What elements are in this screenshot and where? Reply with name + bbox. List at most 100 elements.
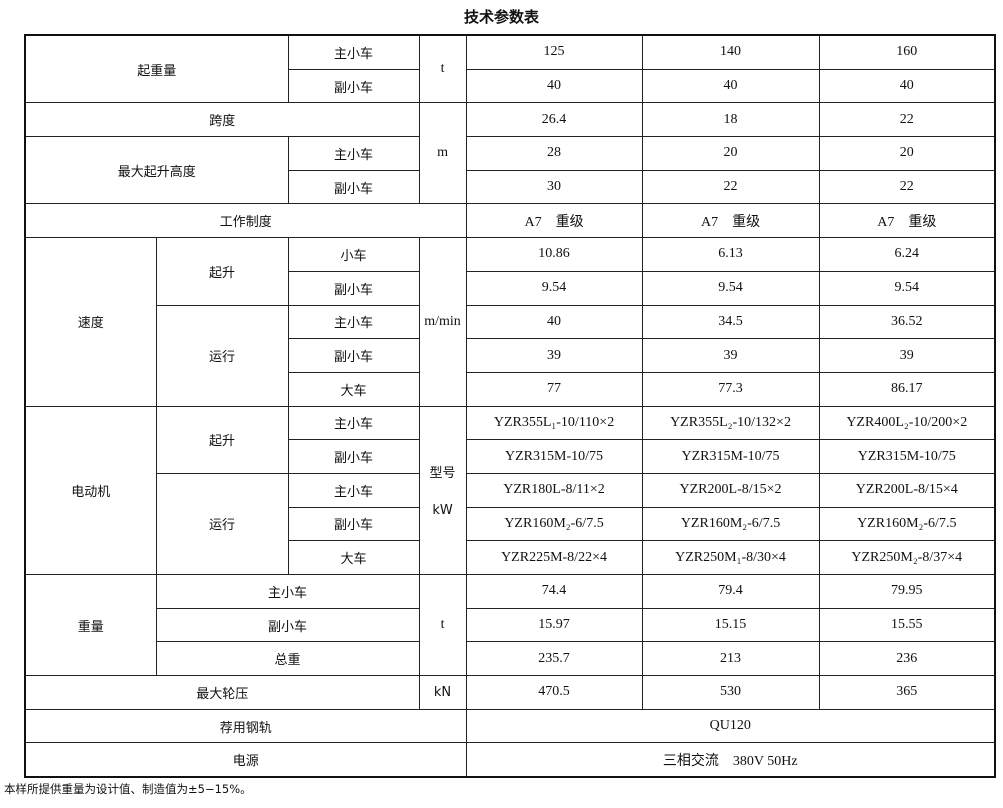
value-cell: 9.54 (641, 270, 820, 306)
value-cell: 28 (465, 136, 643, 171)
unit-cell: kN (418, 675, 467, 710)
value-cell: 15.97 (465, 607, 643, 643)
value-cell: YZR400L₂-10/200×2 (818, 405, 996, 441)
value-cell: YZR200L-8/15×4 (818, 472, 996, 508)
row-label: 工作制度 (24, 203, 467, 239)
sub-label: 总重 (155, 641, 420, 677)
table-title: 技术参数表 (463, 8, 539, 26)
value-cell: 79.95 (818, 574, 996, 609)
unit-cell: m (418, 102, 467, 205)
value-cell: 6.13 (641, 237, 820, 272)
sub-label: 主小车 (287, 34, 420, 70)
row-label: 速度 (24, 237, 157, 407)
duty-grade: 重级 (732, 214, 761, 230)
table-row: 副小车 YZR315M-10/75 YZR315M-10/75 YZR315M-… (25, 439, 996, 474)
value-cell: 39 (465, 338, 643, 373)
value-cell: 160 (818, 34, 996, 70)
sub-label: 主小车 (287, 405, 420, 441)
value-cell: 74.4 (465, 574, 643, 609)
table-row: 大车 77 77.3 86.17 (25, 371, 996, 407)
value-cell: 40 (465, 304, 643, 340)
value-cell: 36.52 (818, 304, 996, 340)
value-cell: YZR315M-10/75 (818, 439, 996, 474)
table-row: 副小车 9.54 9.54 9.54 (25, 270, 996, 306)
value-cell: YZR200L-8/15×2 (641, 472, 820, 508)
value-cell: 39 (641, 338, 820, 373)
value-cell: YZR355L₂-10/132×2 (641, 405, 820, 441)
value-cell: 30 (465, 169, 643, 205)
value-cell: YZR160M₂-6/7.5 (818, 506, 996, 542)
sub-label: 主小车 (155, 574, 420, 609)
value-cell: YZR180L-8/11×2 (465, 472, 643, 508)
group-label: 运行 (155, 472, 289, 576)
value-cell: 365 (818, 675, 996, 710)
table-row: 起重量 主小车 t 125 140 160 (24, 34, 996, 104)
unit-cell: 型号 kW (418, 405, 467, 576)
table-row: 副小车 30 22 22 (25, 169, 996, 205)
value-cell: YZR250M₁-8/30×4 (641, 540, 820, 575)
table-row: 副小车 YZR160M₂-6/7.5 YZR160M₂-6/7.5 YZR160… (25, 506, 996, 542)
value-cell: YZR225M-8/22×4 (465, 540, 643, 575)
value-cell: 22 (818, 169, 996, 205)
table-row: 总重 235.7 213 236 (25, 641, 996, 677)
value-cell: 39 (818, 338, 996, 373)
sub-label: 副小车 (287, 338, 420, 373)
duty-grade: 重级 (908, 214, 937, 230)
table-row: 最大起升高度 主小车 28 20 20 (24, 136, 996, 205)
table-row: 最大轮压 kN 470.5 530 365 (24, 675, 996, 710)
table-row: 速度 起升 小车 m/min 10.86 6.13 6.24 (24, 237, 996, 407)
value-cell: YZR160M₂-6/7.5 (641, 506, 820, 542)
value-cell: 213 (641, 641, 820, 677)
unit-model: 型号 (429, 466, 456, 482)
table-row: 副小车 15.97 15.15 15.55 (25, 607, 996, 643)
duty-class: A7 (524, 214, 542, 230)
row-label: 电动机 (24, 405, 157, 576)
unit-cell: t (418, 573, 467, 677)
value-cell: 125 (465, 34, 643, 70)
sub-label: 副小车 (287, 169, 420, 205)
value-cell: 10.86 (465, 237, 643, 272)
table-row: 运行 主小车 YZR180L-8/11×2 YZR200L-8/15×2 YZR… (25, 472, 996, 576)
table-row: 荐用钢轨 QU120 (24, 708, 996, 744)
table-row: 大车 YZR225M-8/22×4 YZR250M₁-8/30×4 YZR250… (25, 540, 996, 575)
value-cell: A7 重级 (465, 203, 643, 239)
value-cell: A7 重级 (818, 203, 996, 239)
row-label: 荐用钢轨 (24, 708, 467, 744)
value-cell: 三相交流 380V 50Hz (465, 742, 996, 778)
table-row: 工作制度 A7 重级 A7 重级 A7 重级 (24, 203, 996, 239)
unit-cell: t (418, 34, 467, 104)
row-label: 重量 (24, 573, 157, 677)
sub-label: 副小车 (287, 506, 420, 542)
sub-label: 小车 (287, 237, 420, 272)
table-row: 电动机 起升 主小车 型号 kW YZR355L₁-10/110×2 YZR35… (24, 405, 996, 576)
value-cell: 22 (641, 169, 820, 205)
duty-grade: 重级 (555, 214, 584, 230)
group-label: 运行 (155, 304, 289, 407)
sub-label: 主小车 (287, 472, 420, 508)
table-row: 跨度 m 26.4 18 22 (24, 102, 996, 205)
value-cell: YZR315M-10/75 (465, 439, 643, 474)
value-cell: YZR315M-10/75 (641, 439, 820, 474)
row-label: 最大轮压 (24, 675, 420, 710)
spec-table: 起重量 主小车 t 125 140 160 副小车 40 40 40 跨度 m … (24, 34, 997, 779)
value-cell: 34.5 (641, 304, 820, 340)
sub-label: 副小车 (287, 68, 420, 104)
value-cell: 40 (818, 68, 996, 104)
table-row: 运行 主小车 40 34.5 36.52 (25, 304, 996, 407)
value-cell: 18 (641, 102, 820, 138)
group-label: 起升 (155, 237, 289, 306)
value-cell: 236 (818, 641, 996, 677)
unit-cell: m/min (418, 237, 467, 407)
sub-label: 副小车 (287, 270, 420, 306)
value-cell: 235.7 (465, 641, 643, 677)
value-cell: 9.54 (818, 270, 996, 306)
sub-label: 副小车 (287, 439, 420, 474)
row-label: 电源 (24, 742, 467, 778)
value-cell: 140 (641, 34, 820, 70)
table-row: 电源 三相交流 380V 50Hz (24, 742, 996, 778)
row-label: 起重量 (24, 34, 289, 104)
value-cell: 40 (465, 68, 643, 104)
value-cell: 20 (641, 136, 820, 171)
unit-kw: kW (432, 503, 453, 519)
value-cell: 22 (818, 102, 996, 138)
